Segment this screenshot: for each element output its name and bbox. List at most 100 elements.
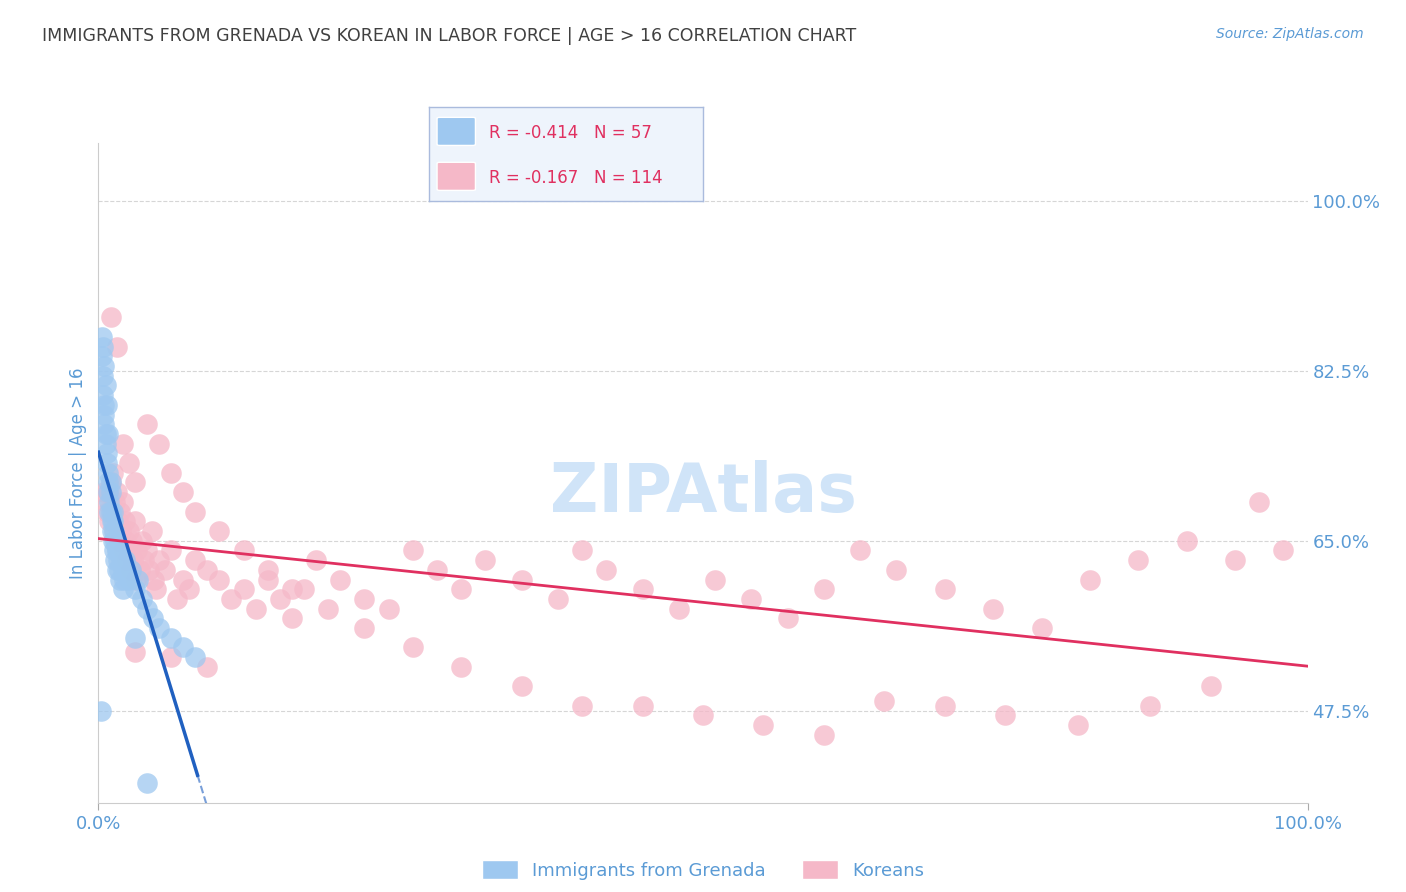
Point (108, 573, 131, 587)
Point (97, 426, 120, 441)
Point (124, 514, 146, 528)
Point (1078, 573, 1101, 587)
Point (121, 533, 143, 548)
Point (94, 378, 117, 392)
Point (256, 563, 278, 577)
Text: R = -0.167   N = 114: R = -0.167 N = 114 (489, 169, 662, 187)
Point (1249, 495, 1271, 509)
Point (1128, 553, 1150, 567)
Point (94, 436, 117, 450)
Point (91, 388, 114, 402)
Point (195, 563, 218, 577)
Point (135, 601, 157, 615)
Point (120, 563, 142, 577)
Point (111, 436, 134, 450)
Point (172, 485, 194, 500)
Point (776, 611, 799, 625)
Point (125, 573, 148, 587)
Point (105, 485, 128, 500)
Point (90, 704, 112, 718)
Point (105, 543, 128, 558)
Point (160, 631, 183, 645)
Point (107, 514, 129, 528)
Point (96, 446, 118, 460)
Point (91, 340, 114, 354)
Point (981, 601, 1004, 615)
Point (118, 524, 141, 538)
Point (110, 553, 132, 567)
Point (135, 543, 157, 558)
Point (93, 359, 115, 373)
Point (595, 563, 617, 577)
Point (135, 776, 157, 790)
Point (160, 650, 183, 665)
Point (107, 553, 129, 567)
Text: IMMIGRANTS FROM GRENADA VS KOREAN IN LABOR FORCE | AGE > 16 CORRELATION CHART: IMMIGRANTS FROM GRENADA VS KOREAN IN LAB… (42, 27, 856, 45)
Point (108, 563, 131, 577)
Point (96, 456, 118, 470)
Point (813, 582, 835, 597)
Point (124, 475, 146, 490)
Point (1272, 543, 1295, 558)
Point (148, 621, 170, 635)
Point (100, 524, 122, 538)
Point (1139, 698, 1161, 713)
Point (1223, 553, 1246, 567)
Point (329, 573, 352, 587)
Point (402, 543, 425, 558)
Point (232, 582, 254, 597)
Point (353, 621, 375, 635)
Point (117, 553, 139, 567)
Point (135, 417, 157, 432)
Point (292, 582, 315, 597)
Point (1031, 621, 1053, 635)
Point (124, 582, 146, 597)
Point (316, 601, 339, 615)
Point (93, 398, 115, 412)
Point (96, 505, 118, 519)
Point (450, 582, 472, 597)
Point (450, 660, 472, 674)
Point (120, 563, 142, 577)
Point (184, 650, 207, 665)
Point (122, 553, 145, 567)
Point (100, 475, 122, 490)
Point (934, 698, 956, 713)
Point (101, 505, 124, 519)
Point (104, 553, 127, 567)
Point (118, 456, 141, 470)
Point (934, 582, 956, 597)
Point (184, 505, 207, 519)
Point (668, 601, 690, 615)
Point (100, 505, 122, 519)
Point (402, 640, 425, 655)
Point (115, 533, 138, 548)
Point (474, 553, 496, 567)
Point (134, 553, 156, 567)
Point (510, 573, 533, 587)
Point (221, 591, 243, 606)
Point (131, 591, 153, 606)
Point (100, 475, 122, 490)
Point (148, 553, 170, 567)
Point (177, 582, 201, 597)
Point (111, 563, 134, 577)
Point (98, 505, 121, 519)
Point (96, 398, 118, 412)
Point (353, 591, 375, 606)
Point (1175, 533, 1198, 548)
Point (994, 708, 1017, 723)
Point (631, 582, 654, 597)
FancyBboxPatch shape (437, 162, 475, 190)
Point (98, 495, 121, 509)
Point (1199, 679, 1222, 693)
Point (112, 543, 135, 558)
Point (704, 573, 727, 587)
Point (100, 485, 122, 500)
Point (873, 694, 896, 708)
Point (571, 698, 593, 713)
Point (91, 330, 114, 344)
Point (232, 543, 254, 558)
Point (377, 601, 399, 615)
Point (105, 563, 128, 577)
